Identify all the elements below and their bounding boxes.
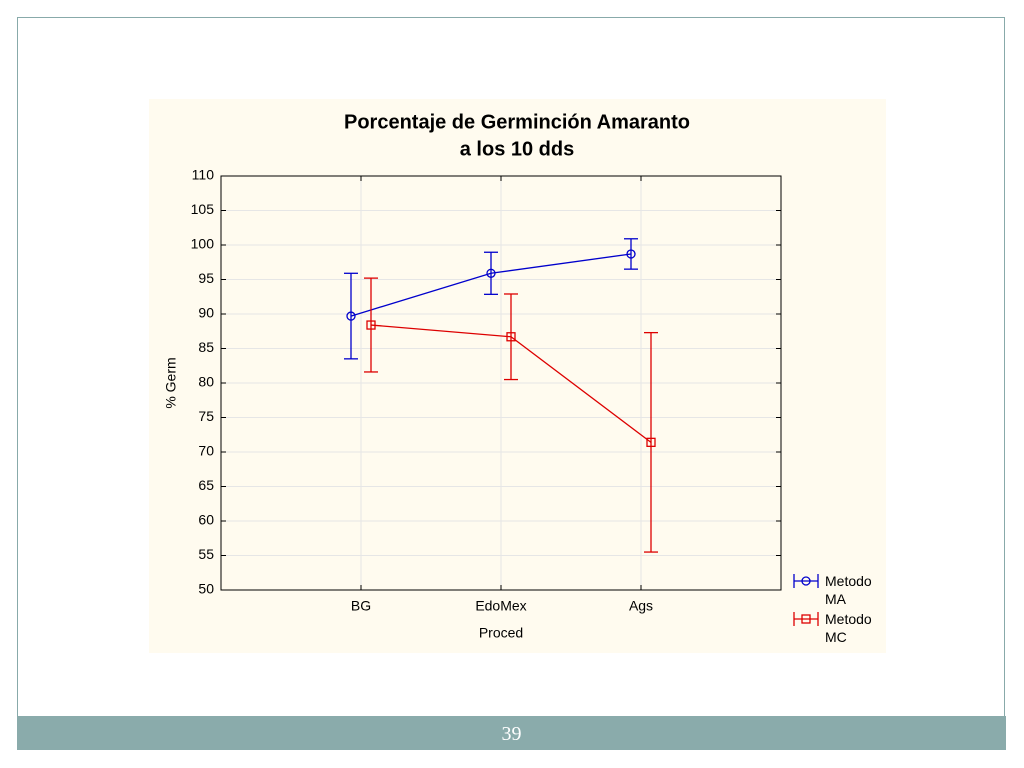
y-tick-label: 85 xyxy=(198,339,214,355)
y-tick-label: 60 xyxy=(198,512,214,528)
slide-number: 39 xyxy=(17,716,1006,750)
chart-panel xyxy=(149,99,886,653)
x-axis-label: Proced xyxy=(479,625,523,641)
y-tick-label: 100 xyxy=(191,236,215,252)
y-axis-label: % Germ xyxy=(163,357,179,408)
y-tick-label: 95 xyxy=(198,270,214,286)
x-tick-label: BG xyxy=(351,598,371,614)
legend-label: Metodo MA xyxy=(825,573,872,607)
y-tick-label: 105 xyxy=(191,201,215,217)
y-tick-label: 75 xyxy=(198,408,214,424)
y-tick-label: 80 xyxy=(198,374,214,390)
data-point xyxy=(506,332,516,342)
y-tick-label: 65 xyxy=(198,477,214,493)
data-point xyxy=(626,249,636,259)
y-tick-label: 110 xyxy=(192,167,215,183)
data-point xyxy=(366,320,376,330)
x-tick-label: Ags xyxy=(629,598,653,614)
data-point xyxy=(346,311,356,321)
data-point xyxy=(646,437,656,447)
plot-frame xyxy=(220,175,782,591)
y-tick-label: 55 xyxy=(198,546,214,562)
legend-marker xyxy=(801,614,811,624)
chart-title: Porcentaje de Germinción Amaranto xyxy=(344,111,690,133)
y-tick-label: 50 xyxy=(198,581,214,597)
y-tick-label: 70 xyxy=(198,443,214,459)
legend-marker xyxy=(801,576,811,586)
chart-subtitle: a los 10 dds xyxy=(460,138,575,160)
y-tick-label: 90 xyxy=(198,305,214,321)
data-point xyxy=(486,268,496,278)
x-tick-label: EdoMex xyxy=(475,598,526,614)
legend-label: Metodo MC xyxy=(825,611,872,645)
